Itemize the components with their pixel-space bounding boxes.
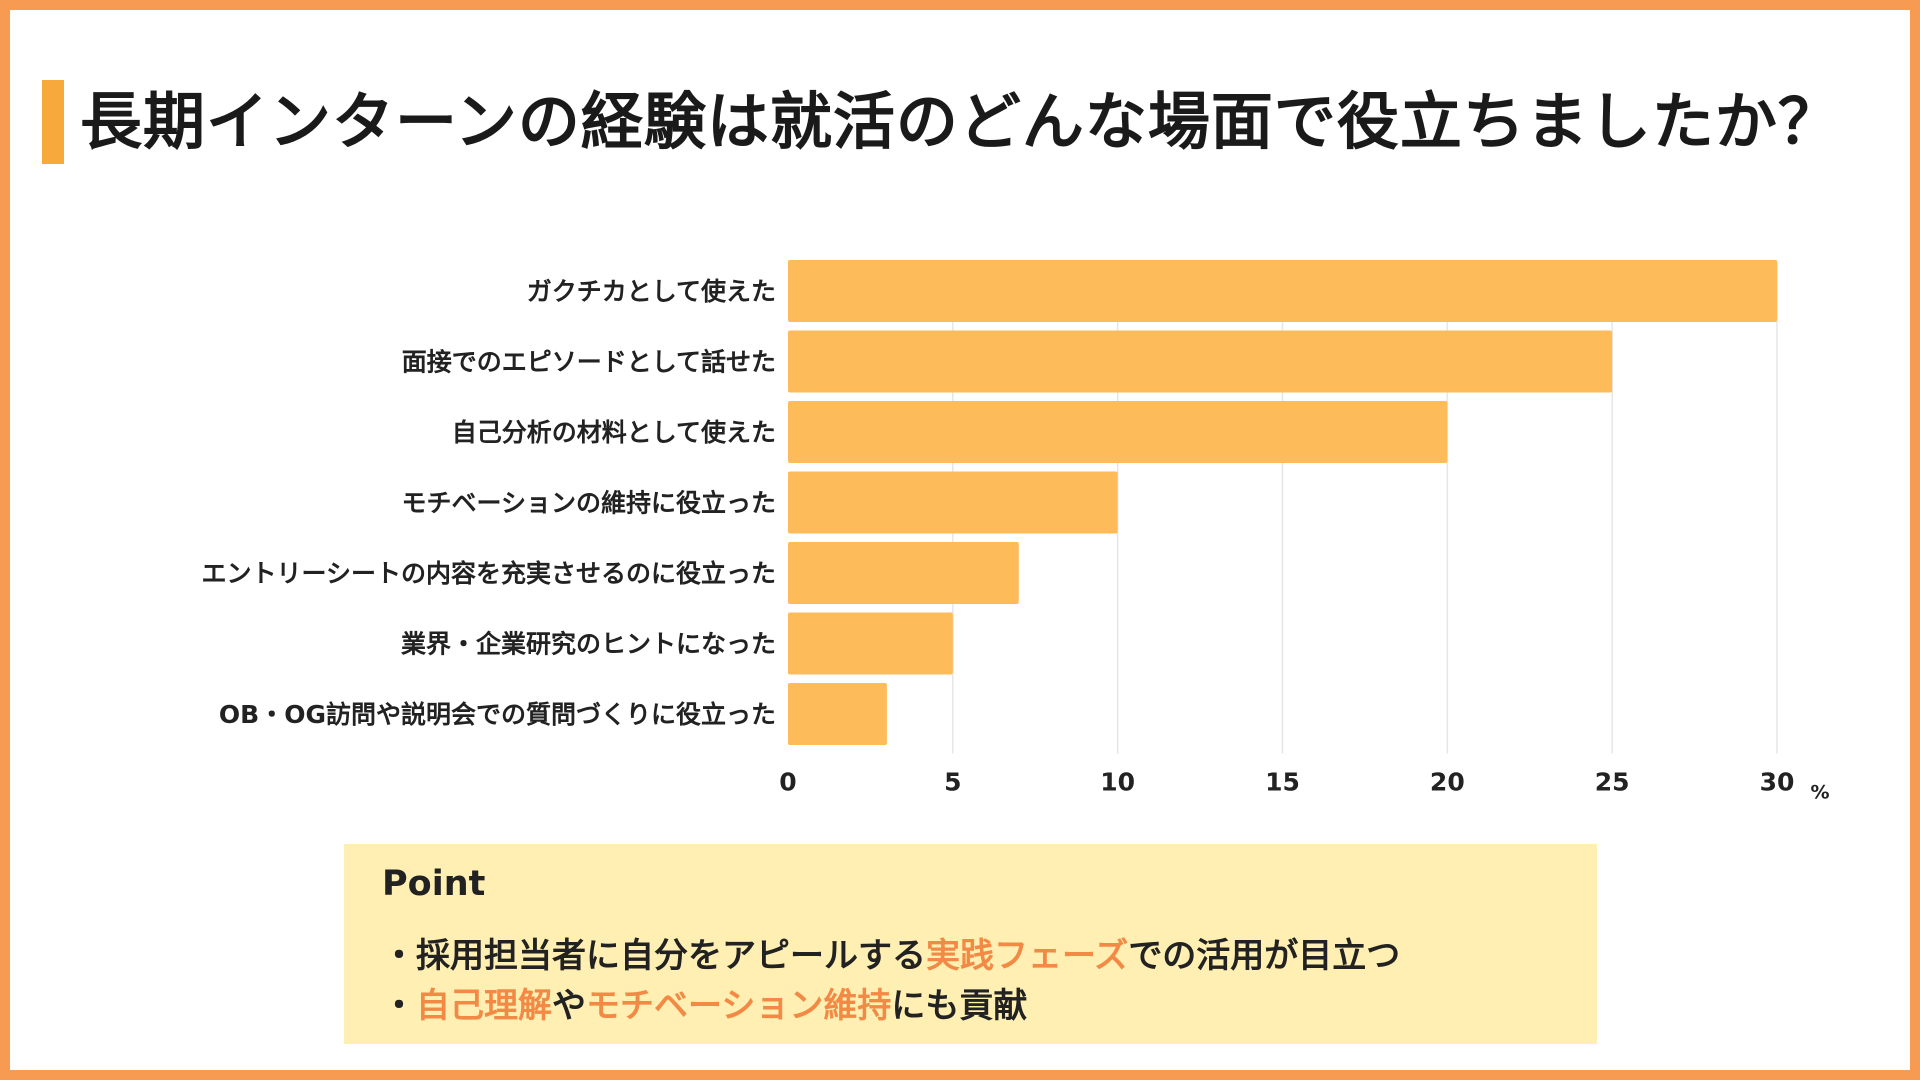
category-label-layer: ガクチカとして使えた面接でのエピソードとして話せた自己分析の材料として使えたモチ… — [201, 277, 776, 729]
bar — [788, 401, 1448, 463]
x-tick-label: 5 — [944, 768, 961, 797]
point-line-1: ・採用担当者に自分をアピールする実践フェーズでの活用が目立つ — [382, 928, 1400, 977]
x-unit-label: % — [1810, 782, 1829, 804]
point-highlight: 自己理解 — [416, 986, 552, 1026]
point-highlight: 実践フェーズ — [926, 936, 1129, 976]
point-line-2: ・自己理解やモチベーション維持にも貢献 — [382, 978, 1027, 1027]
point-text: 採用担当者に自分をアピールする — [416, 936, 926, 976]
category-label: モチベーションの維持に役立った — [401, 489, 776, 518]
bar — [788, 542, 1019, 604]
bar — [788, 330, 1613, 393]
x-tick-label: 30 — [1760, 768, 1795, 797]
x-tick-label: 10 — [1100, 768, 1135, 797]
bullet: ・ — [382, 986, 416, 1026]
x-tick-label: 20 — [1430, 768, 1465, 797]
x-tick-label: 25 — [1595, 768, 1630, 797]
point-text: での活用が目立つ — [1128, 936, 1401, 976]
bar — [788, 260, 1777, 322]
point-text: や — [552, 986, 586, 1026]
x-tick-label: 15 — [1265, 768, 1300, 797]
bullet: ・ — [382, 936, 416, 976]
category-label: OB・OG訪問や説明会での質問づくりに役立った — [219, 700, 776, 729]
category-label: ガクチカとして使えた — [527, 277, 776, 306]
bar — [788, 683, 887, 745]
point-box: Point ・採用担当者に自分をアピールする実践フェーズでの活用が目立つ ・自己… — [344, 844, 1597, 1044]
category-label: エントリーシートの内容を充実させるのに役立った — [201, 559, 776, 588]
bar-chart: ガクチカとして使えた面接でのエピソードとして話せた自己分析の材料として使えたモチ… — [201, 260, 1830, 804]
category-label: 業界・企業研究のヒントになった — [401, 630, 776, 659]
tick-label-layer: 0 5 10 15 20 25 30% — [779, 768, 1829, 804]
category-label: 面接でのエピソードとして話せた — [402, 348, 776, 377]
point-title: Point — [382, 864, 486, 904]
point-highlight: モチベーション維持 — [586, 986, 892, 1026]
point-text: にも貢献 — [891, 986, 1028, 1026]
x-tick-label: 0 — [779, 768, 796, 797]
category-label: 自己分析の材料として使えた — [452, 418, 776, 447]
page-title: 長期インターンの経験は就活のどんな場面で役立ちましたか？ — [80, 85, 1841, 158]
bar-layer — [788, 260, 1777, 745]
bar — [788, 612, 953, 675]
title-accent-bar — [42, 80, 64, 164]
bar — [788, 471, 1118, 534]
